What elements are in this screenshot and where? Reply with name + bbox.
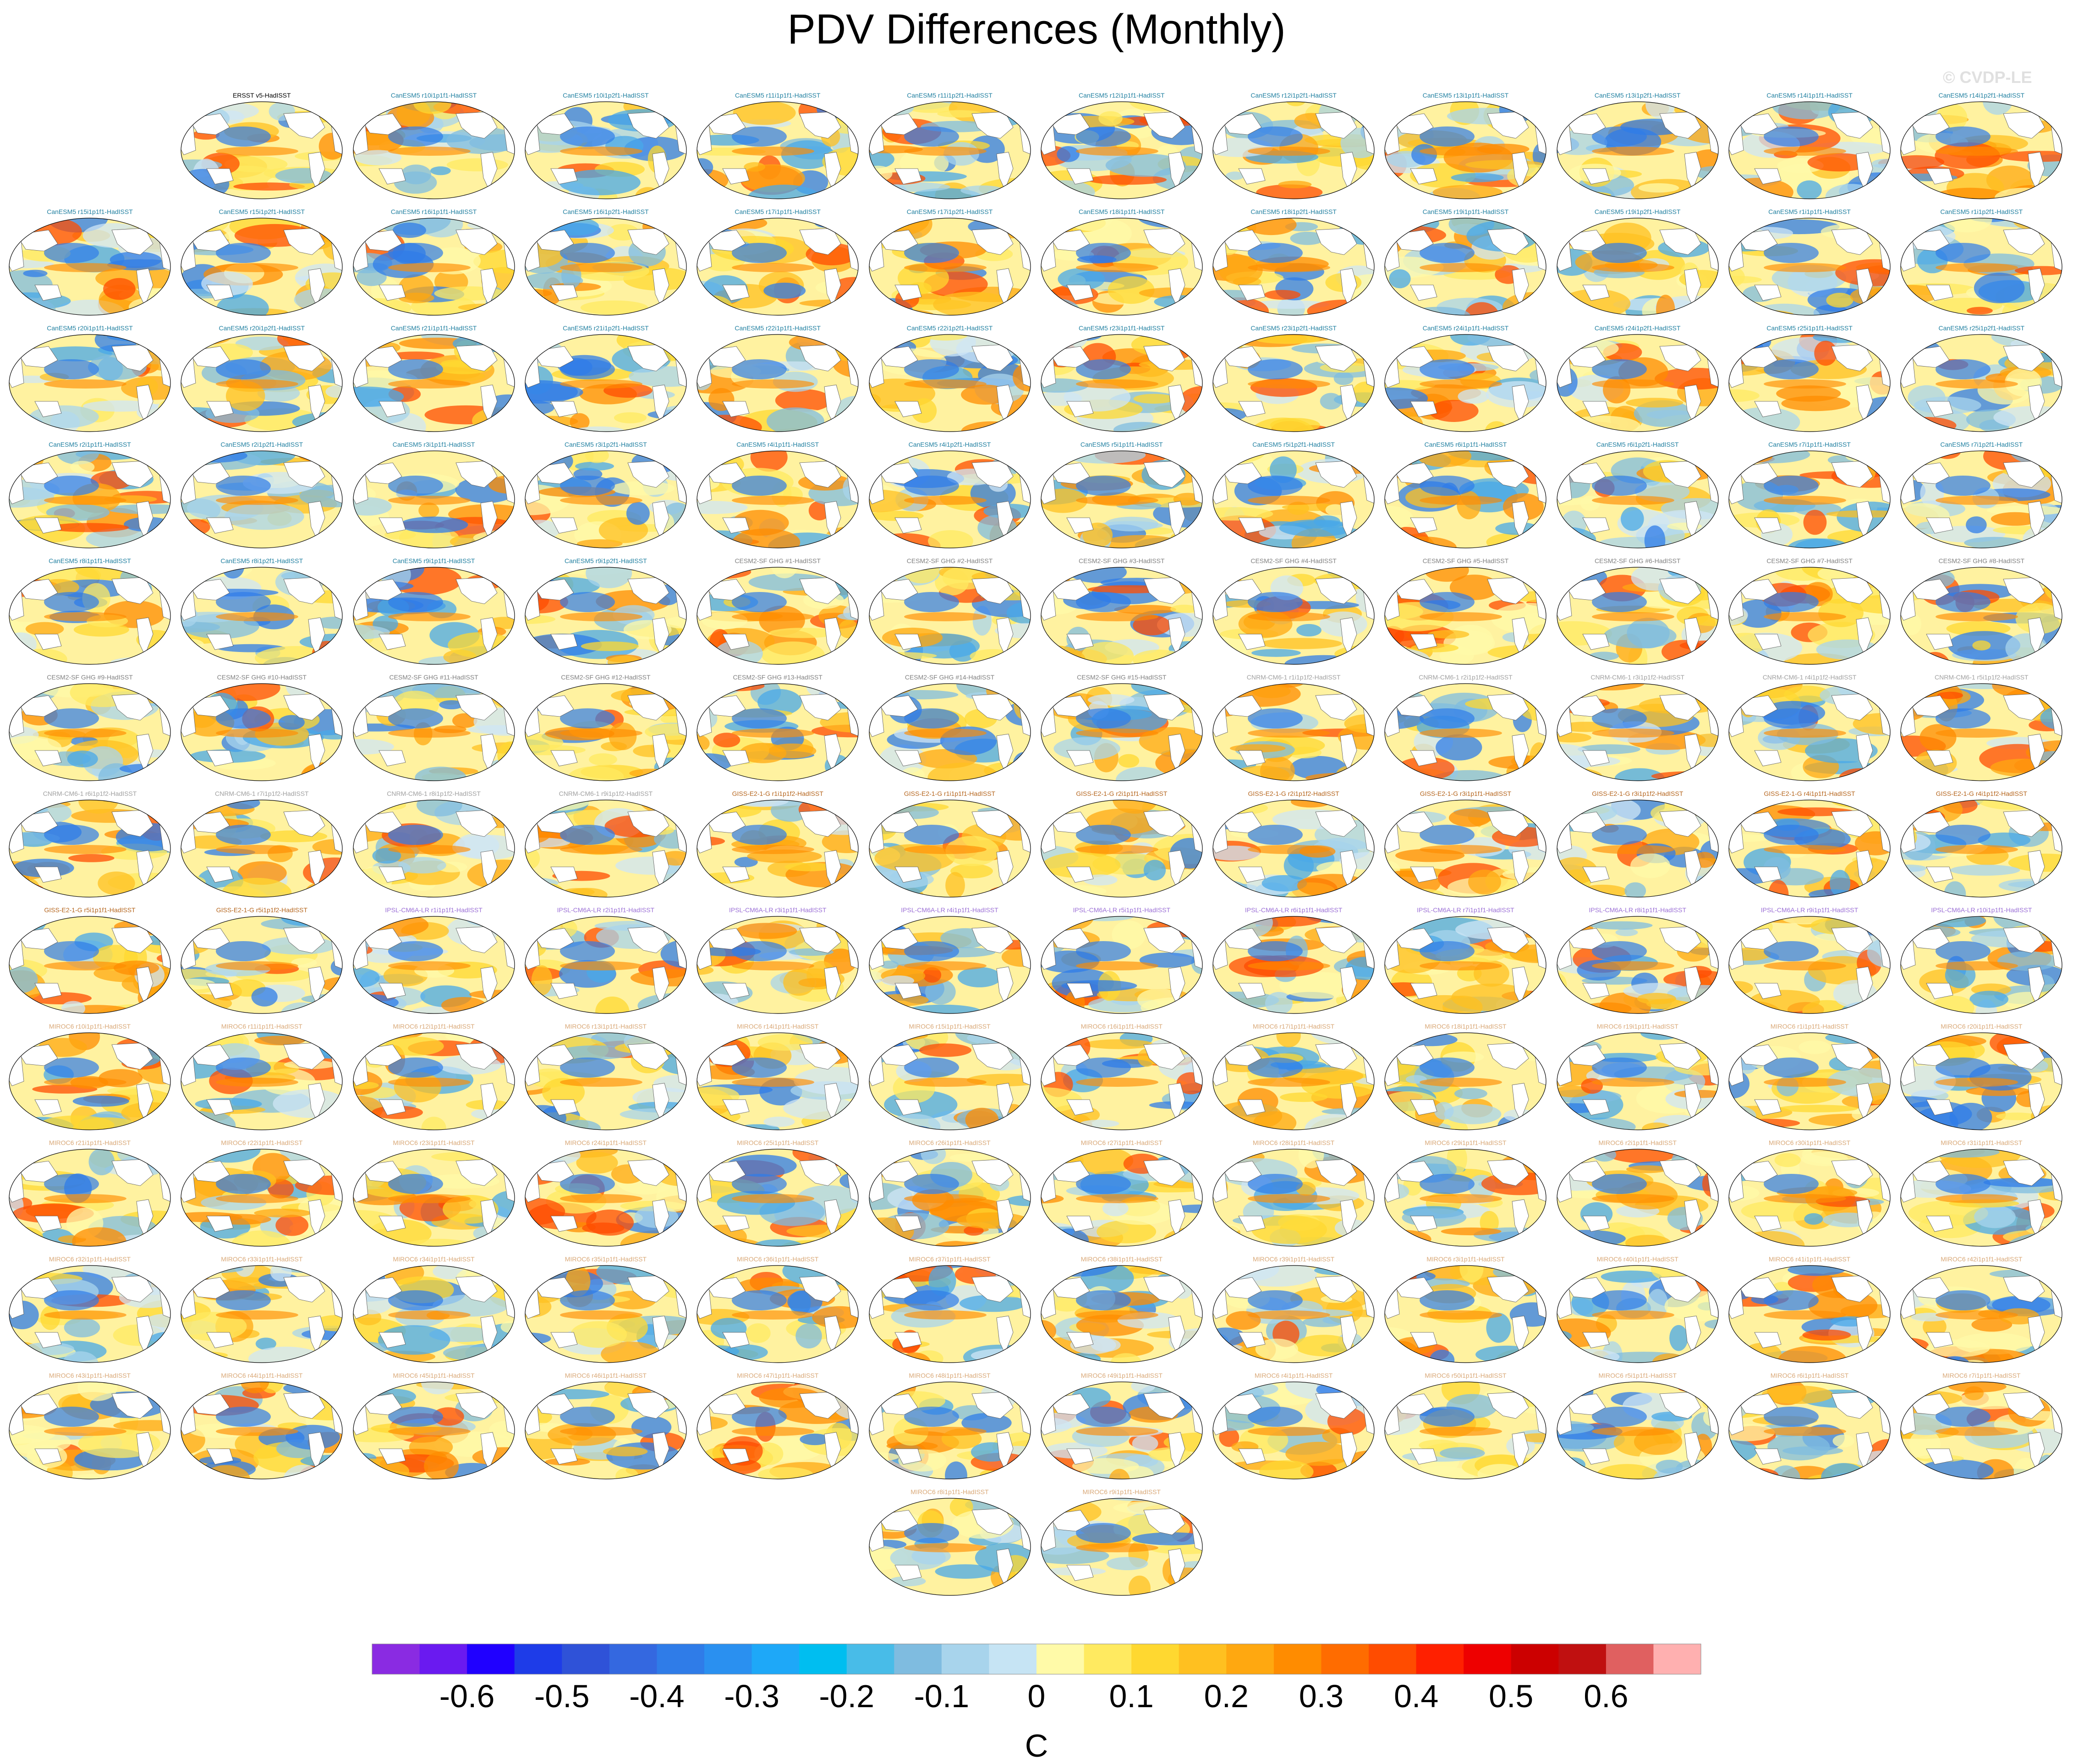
colorbar-tick-label: 0.2 <box>1204 1678 1249 1714</box>
colorbar-tick-label: 0.6 <box>1584 1678 1628 1714</box>
colorbar-unit: C <box>1014 1727 1059 1764</box>
colorbar-tick-label: -0.1 <box>914 1678 970 1714</box>
colorbar-swatch <box>657 1644 704 1674</box>
colorbar-swatch <box>1084 1644 1132 1674</box>
colorbar-swatch <box>847 1644 894 1674</box>
colorbar-tick-label: -0.5 <box>534 1678 590 1714</box>
colorbar-swatch <box>1036 1644 1084 1674</box>
colorbar-tick-label: 0.1 <box>1109 1678 1153 1714</box>
colorbar-swatch <box>752 1644 800 1674</box>
colorbar-tick-label: -0.2 <box>819 1678 874 1714</box>
colorbar-tick-label: 0.4 <box>1394 1678 1438 1714</box>
colorbar-swatch <box>1369 1644 1416 1674</box>
colorbar-swatch <box>420 1644 467 1674</box>
colorbar-swatch <box>704 1644 752 1674</box>
colorbar-swatch <box>1464 1644 1511 1674</box>
colorbar-swatch <box>515 1644 562 1674</box>
colorbar-swatch <box>1416 1644 1464 1674</box>
colorbar-swatch <box>1511 1644 1559 1674</box>
colorbar-tick-label: 0.3 <box>1299 1678 1344 1714</box>
colorbar-swatch <box>1558 1644 1606 1674</box>
colorbar-swatch <box>1226 1644 1274 1674</box>
colorbar-swatch <box>467 1644 515 1674</box>
colorbar-tick-label: -0.3 <box>724 1678 779 1714</box>
colorbar-swatch <box>562 1644 609 1674</box>
colorbar-swatch <box>989 1644 1036 1674</box>
colorbar-swatch <box>1653 1644 1701 1674</box>
colorbar-swatch <box>1321 1644 1369 1674</box>
colorbar-swatch <box>894 1644 942 1674</box>
colorbar-swatch <box>799 1644 847 1674</box>
colorbar-swatch <box>609 1644 657 1674</box>
colorbar-tick-label: 0 <box>1028 1678 1046 1714</box>
colorbar-swatch <box>372 1644 420 1674</box>
colorbar-swatch <box>942 1644 989 1674</box>
colorbar-swatch <box>1131 1644 1179 1674</box>
colorbar-tick-label: -0.4 <box>629 1678 685 1714</box>
colorbar-swatch <box>1274 1644 1322 1674</box>
colorbar-tick-label: -0.6 <box>439 1678 495 1714</box>
colorbar-swatch <box>1606 1644 1654 1674</box>
colorbar-swatch <box>1179 1644 1227 1674</box>
colorbar-tick-label: 0.5 <box>1489 1678 1533 1714</box>
